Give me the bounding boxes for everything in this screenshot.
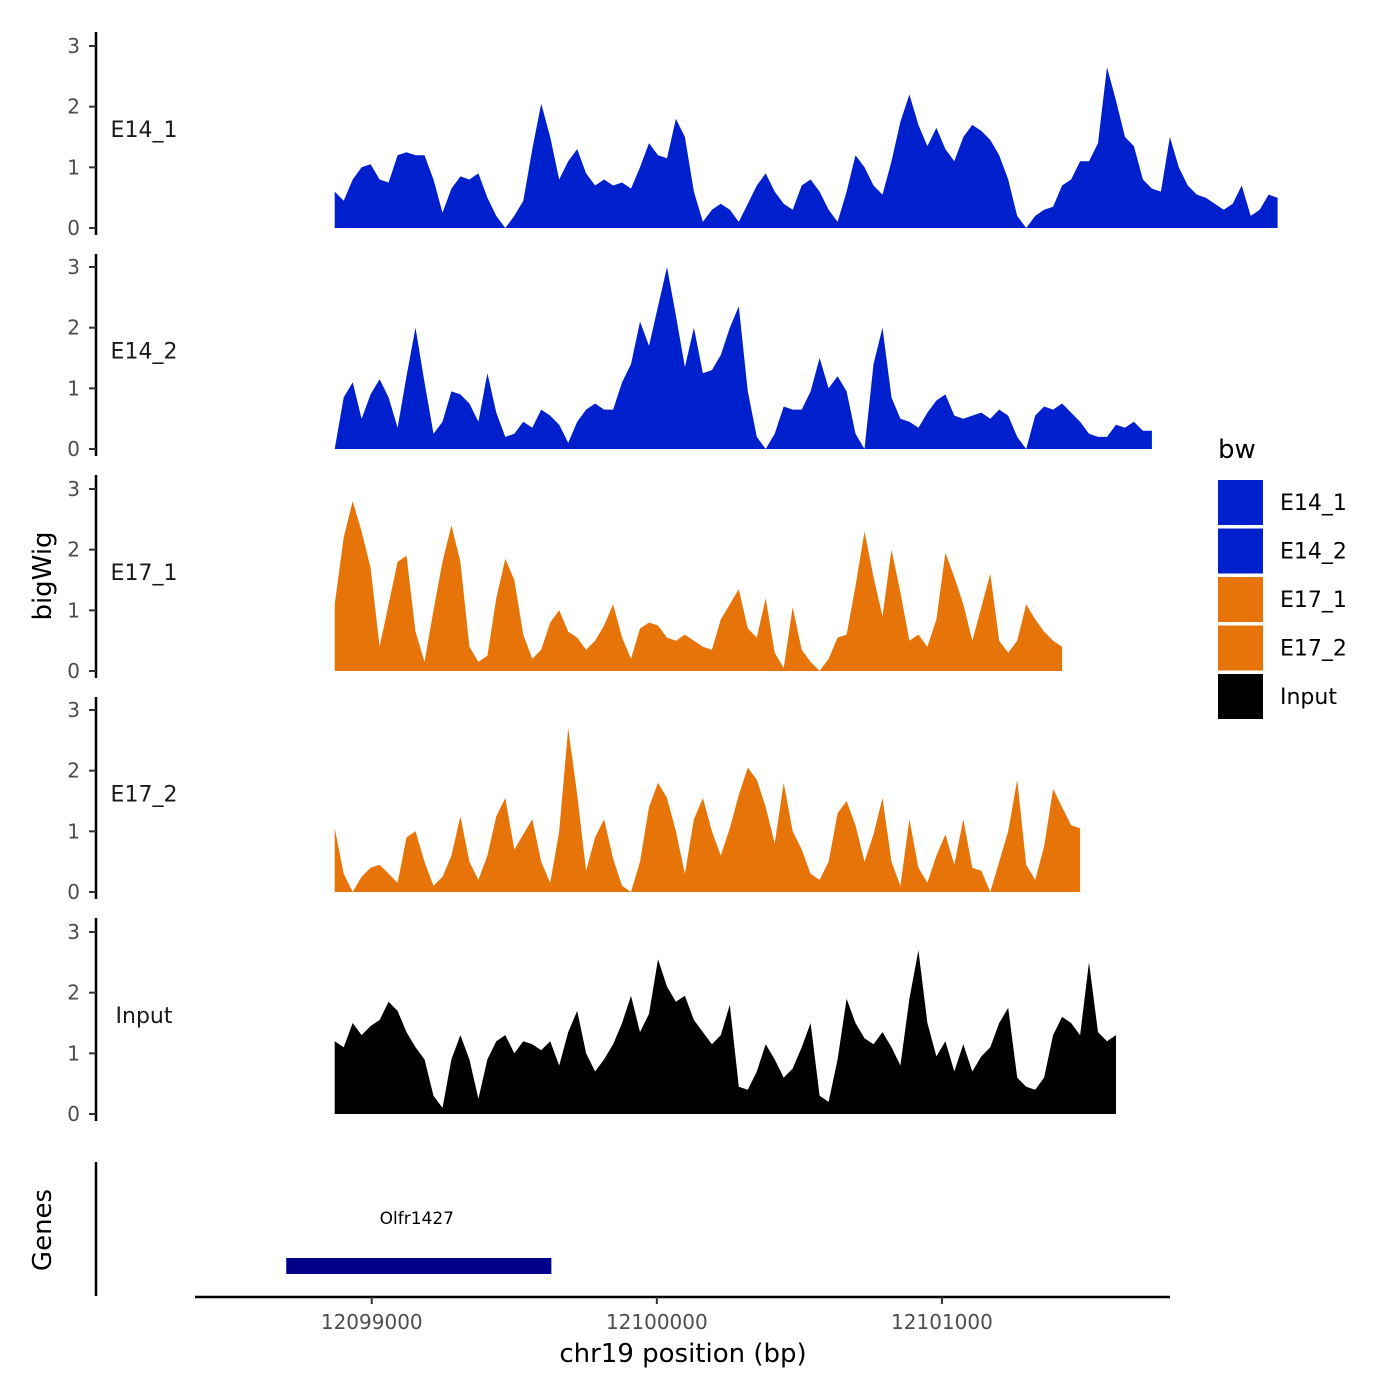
y-tick-label: 1 — [67, 1041, 80, 1065]
x-axis-title: chr19 position (bp) — [559, 1339, 806, 1369]
legend-label: E17_2 — [1280, 637, 1347, 662]
y-tick-label: 1 — [67, 819, 80, 843]
track-E17_2: 0 1 2 3 E17_2 — [67, 697, 1081, 904]
y-tick-label: 2 — [67, 981, 80, 1005]
y-tick-label: 1 — [67, 155, 80, 179]
genes-panel: Genes Olfr1427 — [28, 1162, 552, 1296]
y-tick-label: 0 — [67, 1102, 80, 1126]
x-tick-label: 12099000 — [321, 1310, 423, 1334]
gene-label: Olfr1427 — [380, 1209, 454, 1229]
track-E17_1: 0 1 2 3 E17_1 — [67, 475, 1063, 683]
y-axis-title: bigWig — [28, 531, 58, 620]
y-tick-label: 3 — [67, 920, 80, 944]
y-tick-label: 3 — [67, 698, 80, 722]
y-tick-label: 0 — [67, 437, 80, 461]
legend-item-Input: Input — [1218, 674, 1337, 719]
coverage-area-E17_1 — [334, 501, 1063, 671]
coverage-area-E14_2 — [334, 267, 1152, 449]
y-tick-label: 3 — [67, 255, 80, 279]
y-tick-label: 0 — [67, 659, 80, 683]
x-tick-label: 12100000 — [606, 1310, 708, 1334]
track-E14_1: 0 1 2 3 E14_1 — [67, 32, 1278, 240]
x-axis: chr19 position (bp) 12099000 12100000 1210… — [195, 1295, 1170, 1369]
legend-title: bw — [1218, 435, 1256, 465]
coverage-area-Input — [334, 950, 1116, 1114]
track-label: E14_1 — [111, 118, 178, 143]
x-tick-label: 12101000 — [891, 1310, 993, 1334]
genes-panel-label: Genes — [28, 1189, 58, 1271]
legend-item-E17_1: E17_1 — [1218, 577, 1347, 622]
legend-label: Input — [1280, 685, 1337, 710]
legend: bw E14_1 E14_2 E17_1 E17_2 Input — [1218, 435, 1347, 719]
gene-body — [286, 1258, 552, 1274]
coverage-area-E17_2 — [334, 728, 1081, 892]
legend-label: E14_1 — [1280, 491, 1347, 516]
y-tick-label: 2 — [67, 95, 80, 119]
y-tick-label: 2 — [67, 316, 80, 340]
legend-swatch — [1218, 625, 1263, 671]
legend-label: E14_2 — [1280, 540, 1347, 565]
y-tick-label: 3 — [67, 477, 80, 501]
track-E14_2: 0 1 2 3 E14_2 — [67, 254, 1152, 461]
legend-swatch — [1218, 577, 1263, 622]
y-tick-label: 1 — [67, 376, 80, 400]
gene-Olfr1427: Olfr1427 — [286, 1209, 552, 1274]
legend-item-E14_1: E14_1 — [1218, 480, 1347, 525]
y-tick-label: 2 — [67, 538, 80, 562]
coverage-area-E14_1 — [334, 67, 1278, 228]
y-tick-label: 3 — [67, 34, 80, 58]
tracks-layer: 0 1 2 3 E14_1 0 1 2 3 E14_2 0 1 2 3 E17_1 0 1 2 3 E17_2 0 1 2 3… — [67, 32, 1278, 1126]
y-tick-label: 0 — [67, 216, 80, 240]
y-tick-label: 2 — [67, 759, 80, 783]
legend-item-E14_2: E14_2 — [1218, 528, 1347, 574]
track-label: E17_2 — [111, 783, 178, 808]
track-Input: 0 1 2 3 Input — [67, 918, 1116, 1126]
legend-item-E17_2: E17_2 — [1218, 625, 1347, 671]
legend-swatch — [1218, 528, 1263, 574]
legend-swatch — [1218, 480, 1263, 525]
y-tick-label: 1 — [67, 598, 80, 622]
legend-label: E17_1 — [1280, 588, 1347, 613]
legend-swatch — [1218, 674, 1263, 719]
track-label: E14_2 — [111, 340, 178, 365]
y-tick-label: 0 — [67, 880, 80, 904]
track-label: E17_1 — [111, 561, 178, 586]
track-label: Input — [116, 1004, 173, 1029]
